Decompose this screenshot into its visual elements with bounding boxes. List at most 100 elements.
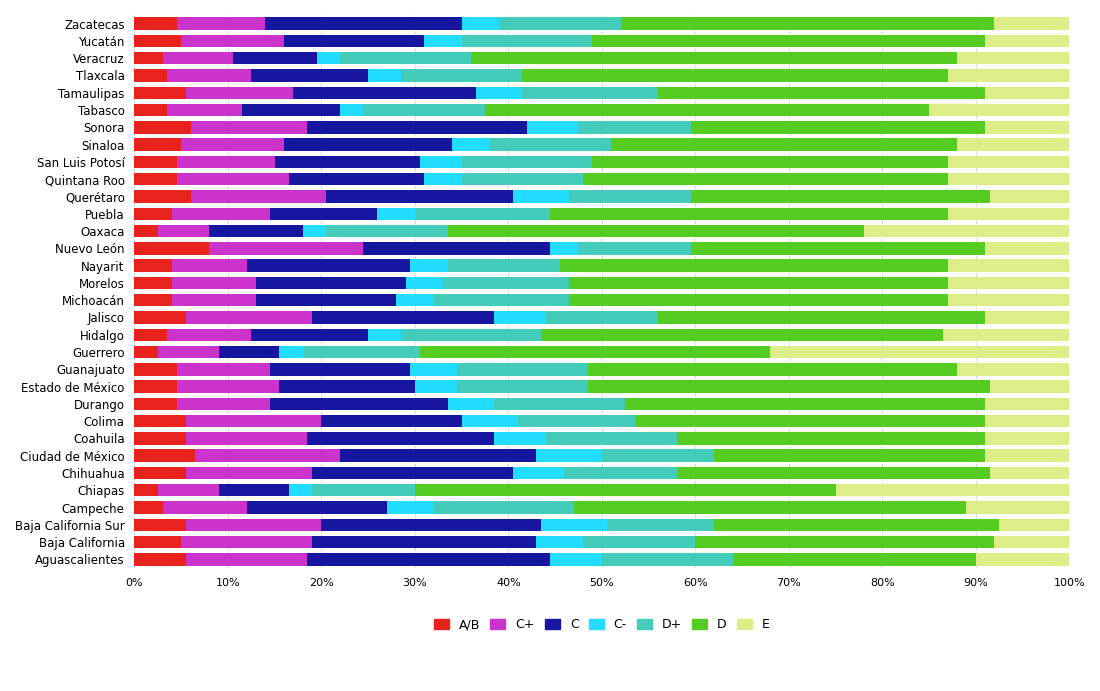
Bar: [836, 484, 1074, 497]
Bar: [186, 415, 321, 427]
Bar: [265, 17, 462, 30]
Bar: [425, 173, 462, 185]
Bar: [587, 380, 990, 392]
Bar: [691, 242, 986, 254]
Bar: [219, 484, 288, 497]
Bar: [284, 35, 425, 47]
Bar: [134, 155, 176, 168]
Bar: [209, 242, 363, 254]
Bar: [321, 519, 541, 531]
Bar: [990, 466, 1069, 480]
Bar: [340, 52, 471, 64]
Bar: [695, 536, 994, 549]
Bar: [134, 207, 172, 220]
Bar: [462, 155, 593, 168]
Bar: [579, 242, 691, 254]
Bar: [167, 104, 242, 116]
Bar: [948, 155, 1069, 168]
Bar: [606, 519, 714, 531]
Bar: [377, 207, 415, 220]
Bar: [583, 536, 695, 549]
Bar: [546, 311, 658, 323]
Bar: [134, 380, 176, 392]
Bar: [182, 35, 284, 47]
Bar: [986, 432, 1069, 444]
Bar: [190, 190, 326, 202]
Bar: [550, 553, 602, 566]
Bar: [770, 346, 1074, 358]
Bar: [518, 415, 635, 427]
Bar: [134, 311, 186, 323]
Bar: [410, 363, 456, 375]
Bar: [302, 346, 419, 358]
Bar: [363, 104, 485, 116]
Bar: [172, 276, 256, 289]
Bar: [326, 190, 513, 202]
Bar: [134, 104, 167, 116]
Bar: [994, 536, 1069, 549]
Bar: [485, 104, 930, 116]
Bar: [994, 17, 1069, 30]
Bar: [948, 276, 1069, 289]
Bar: [134, 17, 176, 30]
Bar: [410, 259, 448, 272]
Bar: [986, 86, 1069, 99]
Bar: [433, 294, 569, 306]
Bar: [186, 86, 294, 99]
Bar: [134, 173, 176, 185]
Bar: [186, 311, 312, 323]
Bar: [957, 138, 1069, 151]
Bar: [251, 328, 368, 341]
Bar: [462, 35, 593, 47]
Bar: [943, 328, 1069, 341]
Bar: [134, 86, 186, 99]
Bar: [986, 311, 1069, 323]
Bar: [157, 346, 219, 358]
Bar: [612, 138, 957, 151]
Bar: [999, 519, 1069, 531]
Bar: [242, 104, 340, 116]
Bar: [134, 466, 186, 480]
Bar: [312, 484, 415, 497]
Bar: [275, 155, 419, 168]
Bar: [134, 415, 186, 427]
Bar: [494, 432, 546, 444]
Bar: [134, 294, 172, 306]
Bar: [321, 415, 462, 427]
Bar: [186, 519, 321, 531]
Bar: [400, 328, 541, 341]
Bar: [448, 397, 494, 410]
Bar: [967, 502, 1069, 514]
Bar: [658, 311, 986, 323]
Bar: [270, 207, 377, 220]
Bar: [400, 69, 522, 82]
Bar: [288, 173, 425, 185]
Bar: [990, 190, 1069, 202]
Bar: [541, 519, 606, 531]
Bar: [676, 432, 986, 444]
Bar: [176, 363, 270, 375]
Bar: [134, 536, 182, 549]
Bar: [134, 259, 172, 272]
Bar: [475, 86, 522, 99]
Bar: [279, 380, 415, 392]
Bar: [583, 173, 948, 185]
Bar: [527, 121, 579, 133]
Bar: [986, 242, 1069, 254]
Bar: [340, 449, 537, 462]
Bar: [714, 449, 986, 462]
Bar: [302, 225, 326, 237]
Bar: [209, 225, 302, 237]
Bar: [456, 380, 587, 392]
Bar: [134, 328, 167, 341]
Bar: [182, 536, 312, 549]
Bar: [172, 259, 246, 272]
Bar: [564, 466, 676, 480]
Bar: [256, 294, 396, 306]
Bar: [986, 121, 1069, 133]
Bar: [312, 466, 513, 480]
Bar: [864, 225, 1069, 237]
Bar: [569, 294, 948, 306]
Bar: [415, 484, 836, 497]
Bar: [948, 173, 1069, 185]
